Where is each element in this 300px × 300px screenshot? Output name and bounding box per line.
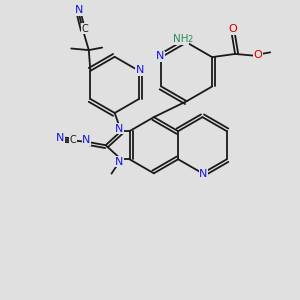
- Text: O: O: [228, 24, 237, 34]
- Text: C: C: [69, 135, 76, 145]
- Text: N: N: [136, 65, 144, 75]
- Text: N: N: [199, 169, 208, 179]
- Text: C: C: [81, 24, 88, 34]
- Text: NH: NH: [173, 34, 189, 44]
- Text: N: N: [56, 133, 64, 143]
- Text: O: O: [254, 50, 262, 60]
- Text: N: N: [82, 135, 91, 146]
- Text: N: N: [115, 124, 124, 134]
- Text: 2: 2: [187, 35, 193, 44]
- Text: N: N: [115, 157, 124, 167]
- Text: N: N: [156, 52, 164, 61]
- Text: N: N: [75, 5, 83, 15]
